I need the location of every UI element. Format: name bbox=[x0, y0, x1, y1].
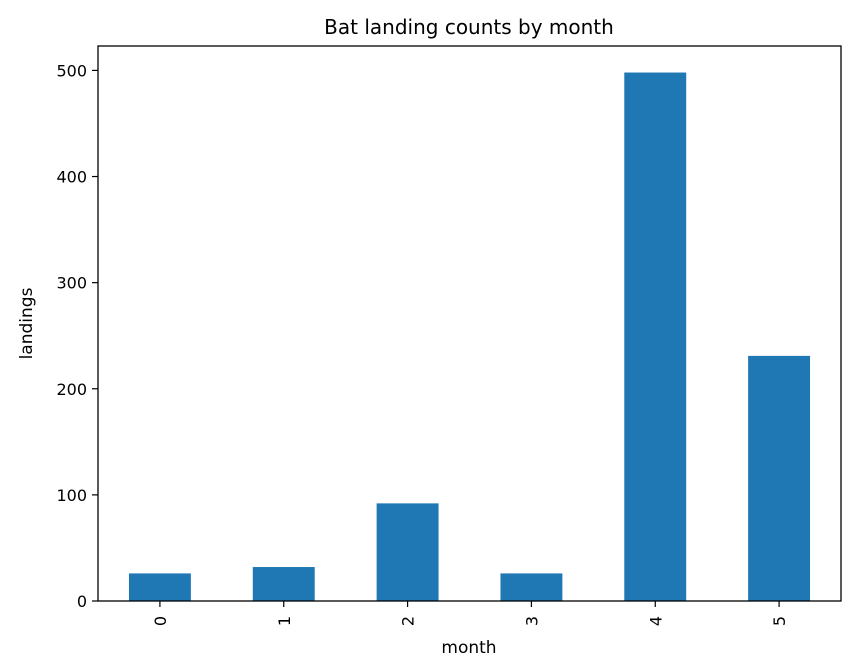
x-axis: 0 1 2 3 4 5 bbox=[151, 601, 789, 626]
bar-2 bbox=[376, 503, 439, 601]
y-tick-label-300: 300 bbox=[56, 274, 87, 293]
x-tick-label-4: 4 bbox=[646, 616, 665, 626]
x-tick-label-2: 2 bbox=[399, 616, 418, 626]
y-tick-label-200: 200 bbox=[56, 380, 87, 399]
x-tick-label-1: 1 bbox=[275, 616, 294, 626]
y-tick-label-400: 400 bbox=[56, 168, 87, 187]
y-axis: 0 100 200 300 400 500 bbox=[56, 61, 98, 611]
plot-frame bbox=[97, 45, 842, 602]
x-tick-label-0: 0 bbox=[151, 616, 170, 626]
bar-1 bbox=[252, 567, 315, 601]
x-tick-label-3: 3 bbox=[522, 616, 541, 626]
x-axis-label: month bbox=[441, 638, 496, 658]
x-tick-label-5: 5 bbox=[770, 616, 789, 626]
chart-title: Bat landing counts by month bbox=[324, 15, 614, 39]
bars-group bbox=[128, 72, 811, 601]
bar-4 bbox=[624, 72, 687, 601]
y-axis-label: landings bbox=[17, 287, 37, 359]
y-tick-label-0: 0 bbox=[77, 592, 87, 611]
bar-5 bbox=[748, 355, 811, 601]
bar-3 bbox=[500, 573, 563, 601]
y-tick-label-500: 500 bbox=[56, 61, 87, 80]
bar-0 bbox=[128, 573, 191, 601]
y-tick-label-100: 100 bbox=[56, 486, 87, 505]
